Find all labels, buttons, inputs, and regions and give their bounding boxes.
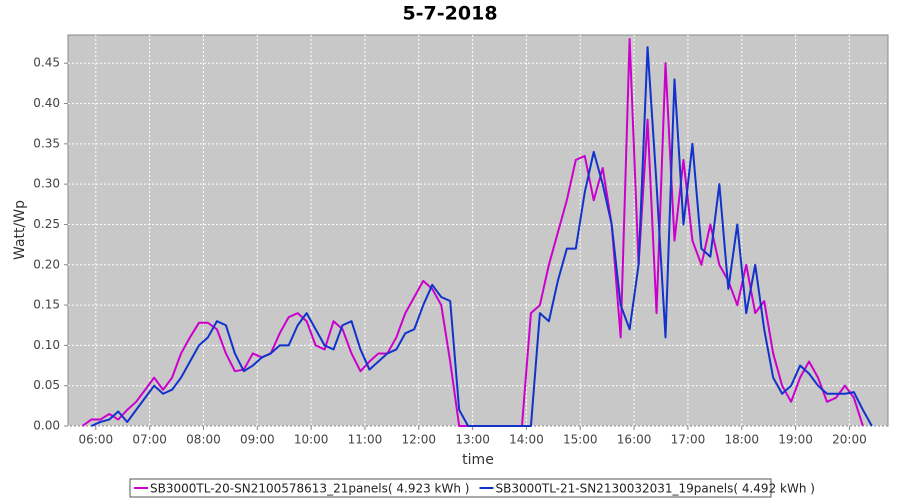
x-tick-label: 12:00	[401, 433, 436, 447]
y-tick-label: 0.20	[33, 257, 60, 271]
x-tick-label: 18:00	[724, 433, 759, 447]
y-tick-label: 0.40	[33, 96, 60, 110]
y-tick-label: 0.25	[33, 217, 60, 231]
x-tick-label: 08:00	[186, 433, 221, 447]
legend-box	[129, 478, 772, 498]
x-tick-label: 09:00	[240, 433, 275, 447]
x-tick-label: 15:00	[563, 433, 598, 447]
chart-title: 5-7-2018	[402, 3, 497, 25]
x-tick-label: 17:00	[671, 433, 706, 447]
x-tick-label: 19:00	[778, 433, 813, 447]
series-line	[90, 46, 873, 427]
x-tick-label: 06:00	[79, 433, 114, 447]
x-tick-label: 13:00	[455, 433, 490, 447]
x-tick-label: 20:00	[832, 433, 867, 447]
y-tick-label: 0.30	[33, 177, 60, 191]
x-tick-label: 07:00	[132, 433, 167, 447]
x-tick-label: 11:00	[348, 433, 383, 447]
x-axis-label: time	[462, 452, 494, 468]
x-tick-label: 16:00	[617, 433, 652, 447]
y-tick-label: 0.15	[33, 298, 60, 312]
y-tick-label: 0.10	[33, 338, 60, 352]
y-tick-label: 0.45	[33, 56, 60, 70]
x-tick-label: 10:00	[294, 433, 329, 447]
y-axis-label: Watt/Wp	[12, 200, 28, 260]
legend-label: SB3000TL-21-SN2130032031_19panels( 4.492…	[495, 482, 814, 496]
plot-area	[67, 34, 889, 427]
y-tick-label: 0.05	[33, 378, 60, 392]
legend-label: SB3000TL-20-SN2100578613_21panels( 4.923…	[150, 482, 469, 496]
x-tick-label: 14:00	[509, 433, 544, 447]
y-tick-label: 0.35	[33, 136, 60, 150]
y-tick-label: 0.00	[33, 419, 60, 433]
